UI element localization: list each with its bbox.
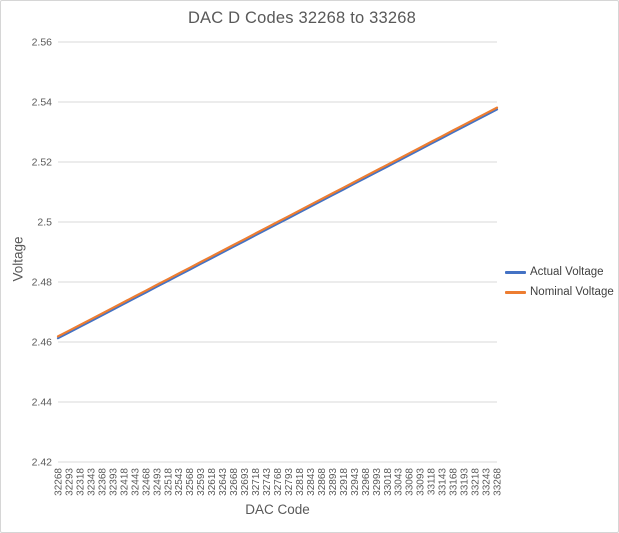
x-tick-label: 32543 (174, 468, 185, 496)
series-line-actual-voltage (56, 108, 499, 340)
x-tick-label: 32268 (54, 468, 65, 496)
legend-label: Nominal Voltage (530, 286, 614, 298)
x-tick-label: 33143 (438, 468, 449, 496)
x-tick-label: 32993 (372, 468, 383, 496)
x-tick-label: 32618 (207, 468, 218, 496)
y-axis-title: Voltage (10, 236, 26, 282)
x-tick-label: 33068 (405, 468, 416, 496)
chart-title: DAC D Codes 32268 to 33268 (187, 9, 417, 27)
actual-voltage-line-swatch (505, 270, 526, 274)
x-tick-label: 32718 (251, 468, 262, 496)
y-tick-label: 2.54 (32, 97, 53, 109)
y-tick-label: 2.52 (32, 157, 53, 169)
legend-item-actual-voltage: Actual Voltage (505, 262, 614, 282)
x-tick-label: 32518 (163, 468, 174, 496)
y-tick-label: 2.48 (32, 277, 53, 289)
x-tick-label: 32743 (262, 468, 273, 496)
x-tick-label: 32793 (284, 468, 295, 496)
x-tick-label: 33093 (416, 468, 427, 496)
y-tick-label: 2.56 (32, 37, 53, 49)
y-tick-label: 2.44 (32, 397, 53, 409)
x-tick-label: 32893 (328, 468, 339, 496)
x-tick-label: 32493 (152, 468, 163, 496)
x-tick-label: 32318 (76, 468, 87, 496)
x-tick-label: 32293 (65, 468, 76, 496)
legend: Actual Voltage Nominal Voltage (505, 262, 614, 302)
x-tick-label: 33168 (449, 468, 460, 496)
legend-item-nominal-voltage: Nominal Voltage (505, 282, 614, 302)
y-tick-label: 2.46 (32, 337, 53, 349)
x-tick-label: 32968 (361, 468, 372, 496)
series-line-nominal-voltage (56, 106, 499, 338)
x-tick-label: 32868 (317, 468, 328, 496)
x-tick-label: 32843 (306, 468, 317, 496)
x-tick-label: 33243 (482, 468, 493, 496)
x-tick-label: 32643 (218, 468, 229, 496)
x-tick-label: 32418 (119, 468, 130, 496)
x-tick-label: 33193 (460, 468, 471, 496)
x-tick-label: 33018 (383, 468, 394, 496)
x-tick-label: 33218 (471, 468, 482, 496)
x-tick-label: 32368 (97, 468, 108, 496)
nominal-voltage-line-swatch (505, 290, 526, 294)
x-axis-title: DAC Code (245, 502, 310, 517)
x-tick-label: 32668 (229, 468, 240, 496)
y-tick-label: 2.42 (32, 457, 53, 469)
x-tick-label: 32468 (141, 468, 152, 496)
x-tick-label: 32768 (273, 468, 284, 496)
x-tick-label: 33043 (394, 468, 405, 496)
x-tick-label: 32593 (196, 468, 207, 496)
x-tick-label: 32443 (130, 468, 141, 496)
x-tick-label: 32568 (185, 468, 196, 496)
x-tick-label: 32343 (86, 468, 97, 496)
x-tick-label: 32393 (108, 468, 119, 496)
legend-label: Actual Voltage (530, 266, 604, 278)
x-tick-label: 32818 (295, 468, 306, 496)
y-tick-label: 2.5 (37, 217, 52, 229)
x-tick-label: 33268 (493, 468, 504, 496)
x-tick-label: 32943 (350, 468, 361, 496)
x-tick-label: 32918 (339, 468, 350, 496)
x-tick-label: 32693 (240, 468, 251, 496)
x-tick-label: 33118 (427, 468, 438, 496)
